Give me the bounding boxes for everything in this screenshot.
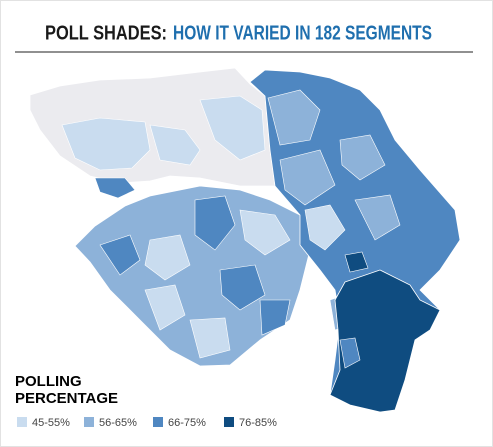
- legend-label: 66-75%: [168, 417, 206, 429]
- title-rest: HOW IT VARIED IN 182 SEGMENTS: [173, 22, 432, 44]
- region: [149, 124, 201, 166]
- region: [144, 234, 191, 281]
- region: [199, 95, 266, 161]
- region: [267, 89, 321, 146]
- region: [219, 264, 266, 311]
- choropleth-map: [29, 67, 461, 413]
- region: [99, 234, 141, 276]
- region: [339, 337, 361, 369]
- legend-title: PERCENTAGE: [15, 390, 118, 407]
- legend: 45-55% 56-65% 66-75% 76-85%: [17, 417, 277, 429]
- title-lead: POLL SHADES:: [45, 22, 167, 44]
- region: [344, 251, 369, 273]
- legend-swatch: [17, 417, 27, 427]
- legend-swatch: [224, 417, 234, 427]
- region: [354, 194, 401, 241]
- region: [339, 134, 386, 181]
- region: [94, 177, 136, 199]
- region: [194, 195, 236, 251]
- region: [189, 317, 231, 359]
- region: [304, 204, 346, 251]
- region: [61, 117, 151, 171]
- legend-swatch: [84, 417, 94, 427]
- region: [239, 209, 291, 256]
- legend-swatch: [153, 417, 163, 427]
- legend-label: 56-65%: [99, 417, 137, 429]
- region-south: [329, 269, 441, 413]
- legend-label: 45-55%: [32, 417, 70, 429]
- region: [144, 284, 186, 331]
- region: [259, 299, 291, 336]
- legend-label: 76-85%: [239, 417, 277, 429]
- region: [279, 149, 336, 206]
- legend-title: POLLING: [15, 373, 82, 390]
